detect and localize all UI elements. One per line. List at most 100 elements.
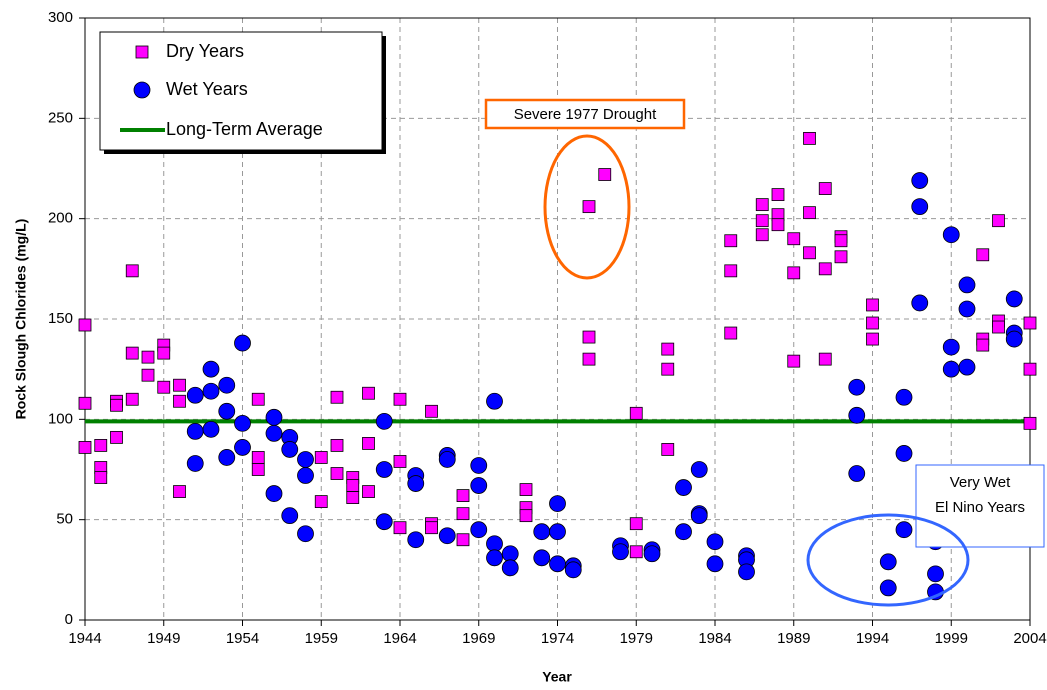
point — [927, 565, 944, 583]
point — [125, 264, 139, 278]
point — [297, 451, 314, 468]
point — [456, 489, 470, 502]
legend-label: Long-Term Average — [166, 119, 323, 139]
point — [234, 334, 251, 352]
point — [755, 198, 769, 212]
x-tick-label: 1984 — [698, 630, 731, 647]
point — [393, 521, 407, 535]
point — [582, 330, 596, 344]
point — [407, 475, 425, 492]
x-tick-label: 1949 — [147, 630, 180, 647]
point — [834, 250, 848, 264]
point — [362, 437, 375, 450]
point — [787, 232, 801, 246]
x-tick-label: 1959 — [305, 630, 338, 647]
point — [848, 378, 866, 396]
point — [533, 523, 551, 541]
point — [992, 214, 1005, 228]
point — [78, 441, 92, 454]
x-tick-label: 1994 — [856, 630, 889, 647]
point — [976, 338, 990, 352]
y-tick-label: 150 — [48, 310, 73, 327]
point — [265, 408, 283, 426]
point — [895, 521, 913, 539]
point — [724, 326, 738, 340]
x-tick-label: 1969 — [462, 630, 495, 647]
point — [643, 545, 661, 563]
point — [582, 352, 596, 366]
point — [218, 402, 236, 420]
point — [942, 226, 960, 244]
point — [661, 342, 675, 356]
point — [297, 467, 314, 484]
point — [251, 392, 265, 406]
point — [94, 439, 108, 452]
point — [866, 298, 879, 312]
x-axis-title: Year — [542, 669, 572, 685]
point — [110, 398, 123, 412]
y-tick-label: 300 — [48, 9, 73, 26]
point — [314, 451, 328, 464]
point — [202, 382, 220, 400]
annotation-box — [484, 98, 686, 130]
point — [362, 386, 375, 400]
y-tick-label: 100 — [48, 410, 73, 427]
legend-label: Dry Years — [166, 41, 244, 61]
point — [251, 451, 265, 464]
point — [234, 414, 251, 432]
x-tick-label: 1989 — [777, 630, 810, 647]
point — [330, 467, 344, 480]
point — [186, 422, 204, 440]
point — [425, 521, 438, 535]
y-tick-label: 200 — [48, 210, 73, 227]
point — [1023, 316, 1037, 330]
legend-label: Wet Years — [166, 79, 248, 99]
y-axis-title: Rock Slough Chlorides (mg/L) — [13, 219, 29, 420]
point — [958, 358, 976, 376]
point — [157, 380, 171, 394]
point — [519, 509, 533, 523]
point — [755, 214, 769, 228]
point — [661, 362, 675, 376]
point — [612, 543, 629, 561]
point — [629, 406, 643, 420]
point — [519, 483, 533, 496]
x-tick-label: 1979 — [620, 630, 653, 647]
point — [1005, 330, 1023, 348]
annotation-box — [915, 464, 1045, 548]
point — [564, 561, 582, 579]
point — [218, 449, 236, 466]
point — [281, 441, 299, 458]
annotation-ellipse — [543, 134, 631, 280]
point — [375, 412, 393, 430]
x-tick-label: 1954 — [226, 630, 259, 647]
point — [818, 352, 832, 366]
point — [549, 523, 566, 541]
point — [314, 495, 328, 509]
point — [251, 463, 265, 476]
point — [724, 264, 738, 278]
point — [787, 354, 801, 368]
point — [771, 218, 785, 232]
point — [755, 228, 769, 242]
point — [362, 485, 375, 498]
point — [78, 396, 92, 410]
point — [976, 248, 990, 262]
point — [234, 439, 251, 456]
point — [724, 234, 738, 248]
x-tick-label: 1974 — [541, 630, 574, 647]
point — [456, 507, 470, 521]
point — [629, 545, 643, 559]
point — [911, 198, 929, 216]
legend-marker — [135, 45, 149, 59]
point — [942, 338, 960, 356]
point — [407, 531, 425, 549]
point — [895, 388, 913, 406]
x-tick-label: 1999 — [935, 630, 968, 647]
point — [425, 404, 438, 418]
point — [486, 549, 503, 567]
point — [549, 555, 566, 573]
point — [582, 200, 596, 214]
point — [141, 350, 155, 364]
